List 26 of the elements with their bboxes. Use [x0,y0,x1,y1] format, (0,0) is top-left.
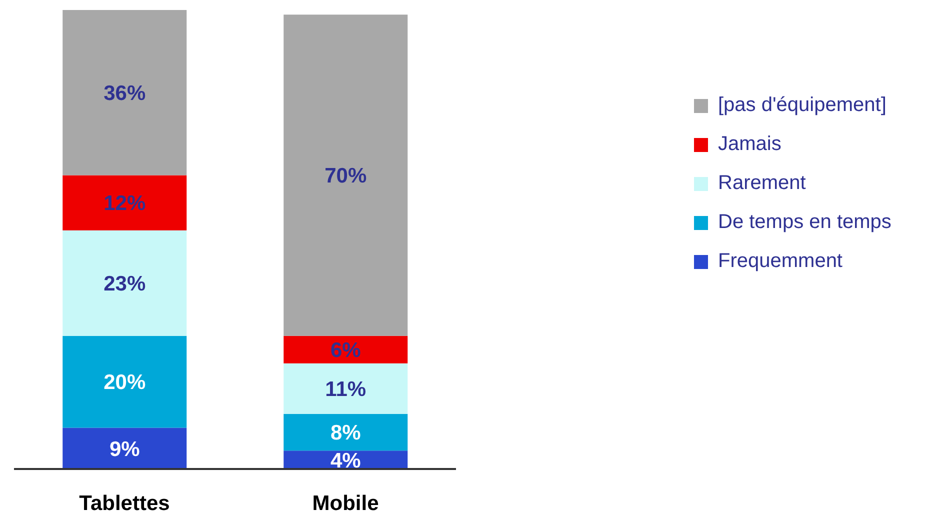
bar [284,336,408,364]
bar [62,175,187,230]
x-tick-label: Mobile [312,492,379,515]
bar [62,230,187,336]
x-tick-label: Tablettes [79,492,170,515]
legend-label: De temps en temps [718,211,892,234]
data-label: 12% [104,192,146,216]
bar [62,10,187,176]
legend-label: Rarement [718,172,806,195]
data-label: 8% [330,422,362,445]
data-label: 36% [104,82,146,106]
data-label: 4% [330,449,362,472]
data-label: 9% [109,438,140,461]
bar [284,14,408,336]
data-label: 20% [104,371,146,394]
data-label: 6% [330,339,362,362]
data-label: 70% [324,164,367,188]
data-label: 11% [325,378,366,402]
legend-label: Frequemment [718,250,842,273]
data-label: 23% [104,272,146,296]
bar [62,428,187,469]
bar [284,414,408,451]
bar [62,336,187,428]
legend-label: [pas d'équipement] [718,94,886,117]
bar [284,363,408,414]
legend-label: Jamais [718,133,782,156]
